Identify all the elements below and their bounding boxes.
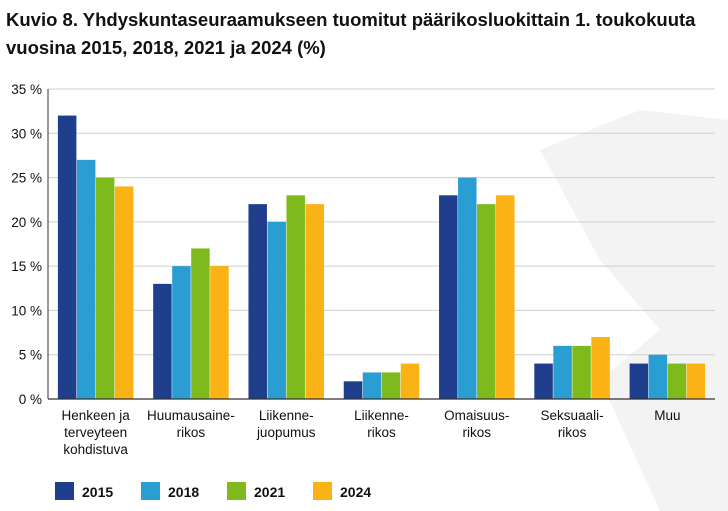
category-label: Muu bbox=[654, 408, 680, 423]
bar-2015-3 bbox=[343, 381, 363, 399]
bar-2015-5 bbox=[534, 363, 553, 399]
y-tick-label: 20 % bbox=[11, 215, 42, 230]
bar-2024-4 bbox=[496, 195, 515, 399]
y-tick-label: 0 % bbox=[19, 392, 42, 407]
bar-2018-0 bbox=[76, 159, 96, 399]
bar-2015-1 bbox=[153, 283, 172, 399]
legend-swatch-2018 bbox=[141, 482, 160, 500]
bar-2021-4 bbox=[477, 204, 496, 399]
y-tick-label: 25 % bbox=[11, 171, 42, 186]
bar-2024-3 bbox=[400, 363, 420, 399]
category-label-line: rikos bbox=[463, 425, 492, 440]
bar-2015-4 bbox=[439, 195, 458, 399]
bar-2021-3 bbox=[381, 372, 401, 399]
category-label-line: rikos bbox=[558, 425, 587, 440]
bar-2021-0 bbox=[95, 177, 115, 399]
axes bbox=[47, 89, 715, 400]
category-label-line: Liikenne- bbox=[354, 408, 409, 423]
bars bbox=[57, 115, 706, 399]
category-label-line: Muu bbox=[654, 408, 680, 423]
legend-label-2021: 2021 bbox=[254, 484, 285, 500]
bar-2015-0 bbox=[57, 115, 77, 399]
category-label-line: Henkeen ja bbox=[61, 408, 130, 423]
bar-2021-2 bbox=[286, 195, 305, 399]
legend-swatch-2015 bbox=[55, 482, 74, 500]
bar-2021-5 bbox=[572, 345, 591, 399]
category-label-line: juopumus bbox=[256, 425, 316, 440]
category-labels: Henkeen ja terveyteen kohdistuva Huumausain… bbox=[61, 408, 680, 457]
y-tick-label: 15 % bbox=[11, 259, 42, 274]
bar-2018-2 bbox=[267, 221, 286, 399]
bar-2018-5 bbox=[553, 345, 572, 399]
bar-2024-2 bbox=[305, 204, 324, 399]
category-label: Liikenne-juopumus bbox=[256, 408, 316, 440]
legend-label-2024: 2024 bbox=[340, 484, 371, 500]
bar-2024-0 bbox=[114, 186, 134, 399]
category-label-line: Liikenne- bbox=[259, 408, 314, 423]
y-tick-label: 5 % bbox=[19, 348, 42, 363]
watermark-logo bbox=[540, 110, 728, 511]
bar-2018-1 bbox=[172, 266, 191, 399]
category-label-line: rikos bbox=[177, 425, 206, 440]
legend: 2015 2018 2021 2024 bbox=[55, 482, 371, 500]
chart-title: Kuvio 8. Yhdyskuntaseuraamukseen tuomitu… bbox=[6, 9, 696, 58]
category-label: Omaisuus-rikos bbox=[444, 408, 509, 440]
category-label: Seksuaali-rikos bbox=[541, 408, 604, 440]
legend-label-2015: 2015 bbox=[82, 484, 113, 500]
category-label-line: Huumausaine- bbox=[147, 408, 235, 423]
bar-2018-6 bbox=[648, 354, 668, 399]
category-label: Liikenne-rikos bbox=[354, 408, 409, 440]
bar-2024-1 bbox=[210, 266, 229, 399]
category-label-line: kohdistuva bbox=[63, 442, 128, 457]
bar-2024-6 bbox=[686, 363, 706, 399]
y-axis-ticks: 0 % 5 % 10 % 15 % 20 % 25 % 30 % 35 % bbox=[11, 82, 42, 407]
legend-swatch-2021 bbox=[227, 482, 246, 500]
category-label-line: Seksuaali- bbox=[541, 408, 604, 423]
y-tick-label: 10 % bbox=[11, 303, 42, 318]
category-label: Henkeen ja terveyteen kohdistuva bbox=[61, 408, 130, 457]
legend-swatch-2024 bbox=[313, 482, 332, 500]
category-label-line: rikos bbox=[367, 425, 396, 440]
category-label-line: Omaisuus- bbox=[444, 408, 509, 423]
bar-2015-6 bbox=[629, 363, 649, 399]
y-tick-label: 35 % bbox=[11, 82, 42, 97]
watermark-shape bbox=[540, 110, 728, 511]
bar-2021-1 bbox=[191, 248, 210, 399]
bar-2018-4 bbox=[458, 177, 477, 399]
category-label-line: terveyteen bbox=[64, 425, 127, 440]
y-tick-label: 30 % bbox=[11, 126, 42, 141]
bar-2015-2 bbox=[248, 204, 267, 399]
bar-2024-5 bbox=[591, 337, 610, 399]
bar-2021-6 bbox=[667, 363, 687, 399]
bar-2018-3 bbox=[362, 372, 382, 399]
category-label: Huumausaine-rikos bbox=[147, 408, 235, 440]
legend-label-2018: 2018 bbox=[168, 484, 199, 500]
